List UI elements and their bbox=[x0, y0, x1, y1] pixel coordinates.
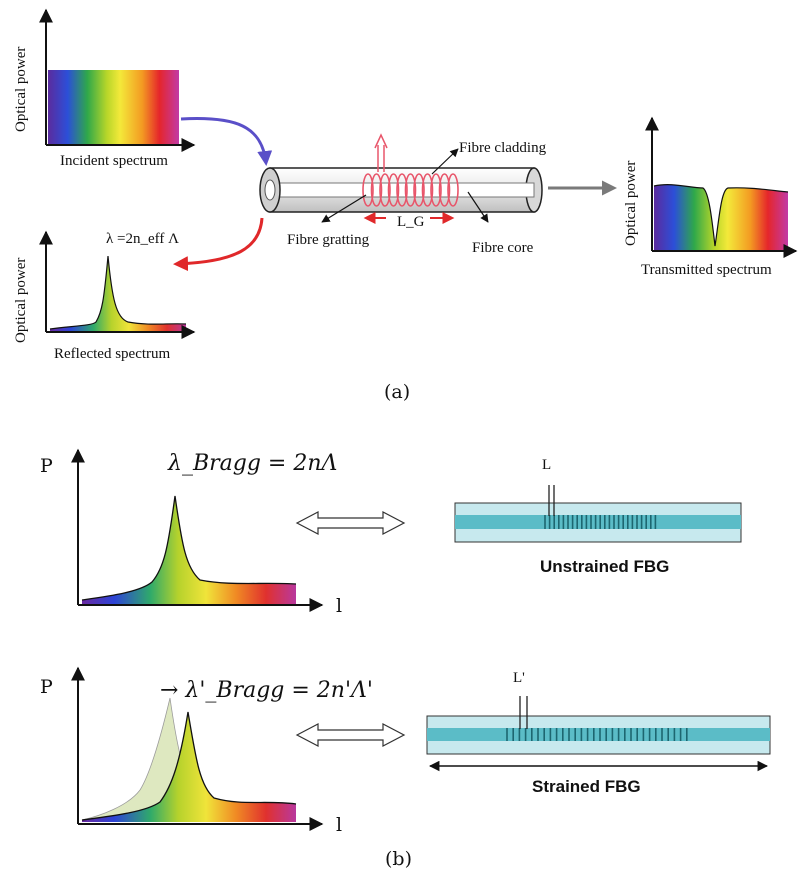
reflected-caption: Reflected spectrum bbox=[54, 346, 171, 362]
incident-caption: Incident spectrum bbox=[60, 153, 168, 169]
fibre: L_G bbox=[259, 133, 543, 230]
reflected-formula: λ =2n_eff Λ bbox=[106, 231, 179, 247]
strained-double-arrow bbox=[295, 723, 406, 747]
strained-period-label: L' bbox=[513, 670, 525, 686]
grating-coil bbox=[447, 173, 459, 207]
grating-coil bbox=[379, 173, 391, 207]
unstrained-spectrum-curve bbox=[81, 495, 297, 601]
strained-formula: → λ'_Bragg = 2n'Λ' bbox=[160, 678, 373, 703]
fibre-gratting-label: Fibre gratting bbox=[287, 232, 370, 248]
incident-axis-label: Optical power bbox=[13, 47, 29, 132]
strained-spectrum-plot: P l → λ'_Bragg = 2n'Λ' bbox=[40, 666, 373, 836]
core-pointer bbox=[467, 191, 489, 223]
grating-coil bbox=[430, 173, 442, 207]
strained-grating bbox=[506, 728, 688, 741]
unstrained-formula: λ_Bragg = 2nΛ bbox=[167, 451, 337, 476]
period-marker-tip bbox=[374, 133, 388, 149]
unstrained-period-label: L bbox=[542, 457, 551, 473]
transmitted-spectrum-plot: Optical power Transmitted spectrum bbox=[623, 116, 798, 278]
strained-fibre-core bbox=[427, 728, 770, 741]
incident-spectrum-fill bbox=[48, 70, 179, 144]
strained-spectrum-curve bbox=[81, 711, 297, 821]
unstrained-fibre-core bbox=[455, 515, 741, 529]
transmitted-spectrum-fill bbox=[654, 184, 788, 250]
strained-fbg-label: Strained FBG bbox=[532, 777, 641, 796]
incident-arrow bbox=[180, 117, 273, 166]
unstrained-fbg: L Unstrained FBG bbox=[454, 457, 742, 576]
unstrained-fbg-label: Unstrained FBG bbox=[540, 557, 669, 576]
fibre-grating-coils bbox=[362, 173, 459, 207]
transmitted-axis-label: Optical power bbox=[623, 161, 639, 246]
strained-x-label: l bbox=[336, 814, 342, 836]
grating-coil bbox=[396, 173, 408, 207]
grating-length-label: L_G bbox=[397, 214, 425, 230]
grating-coil bbox=[413, 173, 425, 207]
fibre-core-end bbox=[264, 179, 276, 201]
unstrained-double-arrow bbox=[295, 511, 406, 535]
grating-coil bbox=[370, 173, 383, 207]
grating-coil bbox=[387, 173, 400, 207]
grating-coil bbox=[438, 173, 451, 207]
fibre-core-label: Fibre core bbox=[472, 240, 534, 256]
grating-coil bbox=[421, 173, 434, 207]
gratting-pointer bbox=[321, 194, 367, 223]
grating-coil bbox=[404, 173, 417, 207]
panel-b-caption: (b) bbox=[385, 848, 412, 870]
transmitted-spectrum-curve bbox=[653, 184, 789, 247]
strained-spectrum-fill bbox=[82, 712, 296, 822]
reflected-spectrum-fill bbox=[50, 256, 186, 331]
panel-a-caption: (a) bbox=[384, 381, 410, 403]
reflected-axis-label: Optical power bbox=[13, 258, 29, 343]
reflected-spectrum-curve bbox=[49, 255, 187, 330]
unstrained-y-label: P bbox=[40, 455, 53, 477]
transmitted-caption: Transmitted spectrum bbox=[641, 262, 772, 278]
strained-y-label: P bbox=[40, 676, 53, 698]
reflected-arrow bbox=[173, 217, 264, 272]
grating-coil bbox=[362, 173, 374, 207]
reflected-spectrum-plot: Optical power Reflected spectrum λ =2n_e… bbox=[13, 230, 196, 362]
fibre-cladding-label: Fibre cladding bbox=[459, 140, 547, 156]
unstrained-spectrum-fill bbox=[82, 496, 296, 604]
unstrained-spectrum-plot: P l λ_Bragg = 2nΛ bbox=[40, 448, 342, 617]
strained-fbg: L' Strained FBG bbox=[426, 670, 771, 796]
unstrained-grating bbox=[544, 515, 657, 529]
unstrained-x-label: l bbox=[336, 595, 342, 617]
incident-spectrum-plot: Optical power Incident spectrum bbox=[13, 8, 196, 169]
cladding-pointer bbox=[431, 148, 459, 175]
